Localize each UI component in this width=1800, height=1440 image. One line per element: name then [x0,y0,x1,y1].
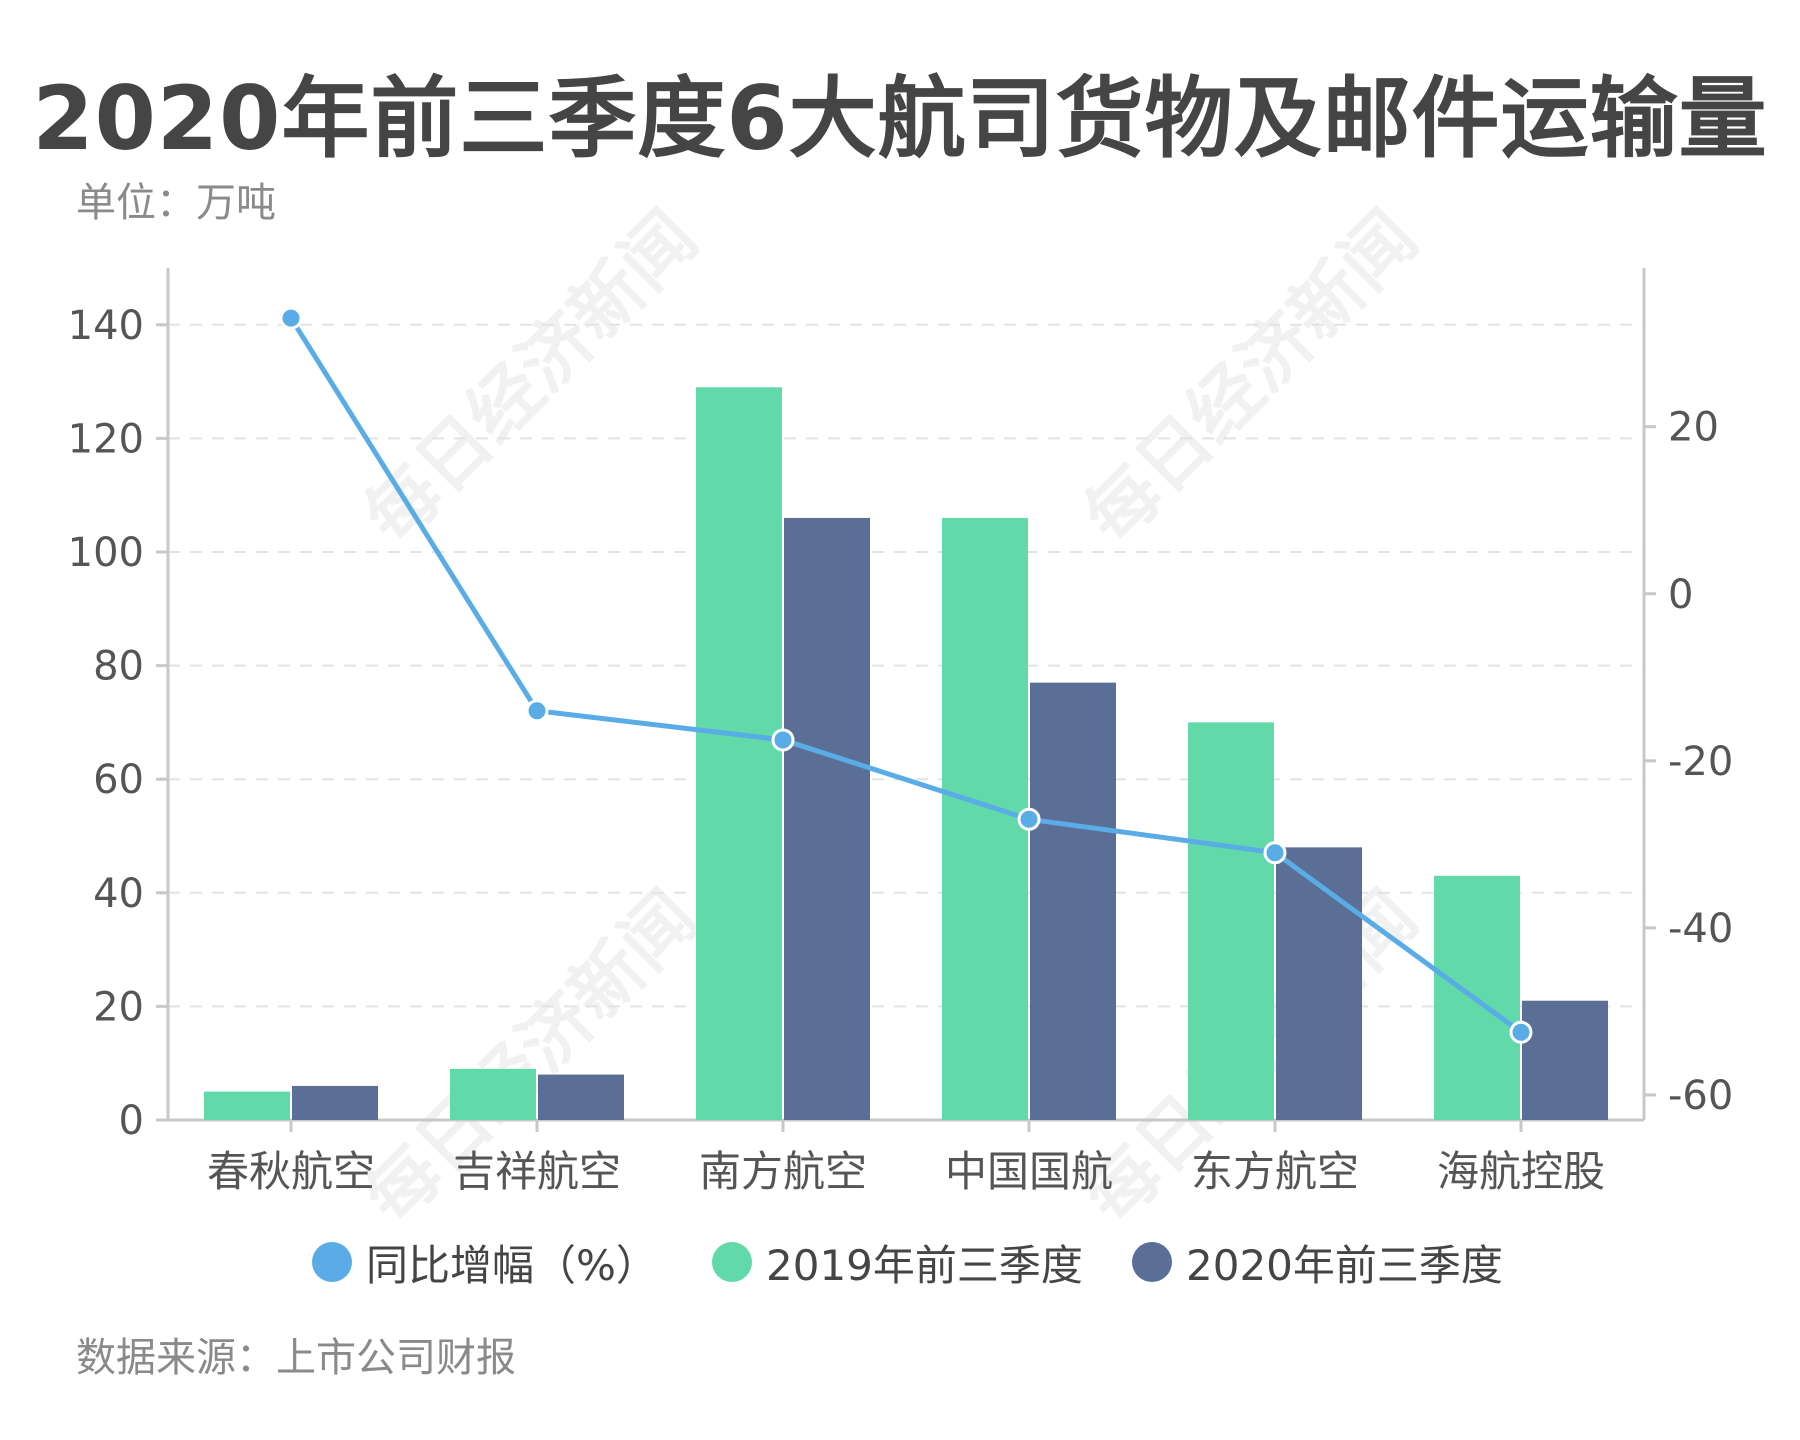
left-tick-label: 20 [93,984,144,1030]
left-tick-label: 0 [119,1098,144,1144]
legend-line-swatch [312,1242,352,1282]
growth-point [525,699,549,723]
x-tick-label: 东方航空 [1191,1147,1359,1196]
right-tick-label: -60 [1668,1073,1733,1119]
growth-line-path [288,316,1523,1035]
data-source: 数据来源：上市公司财报 [76,1335,516,1381]
growth-line [279,306,1533,1044]
legend-line-label: 同比增幅（%） [366,1240,658,1290]
x-tick-label: 中国国航 [945,1147,1113,1196]
legend-2020-swatch [1132,1242,1172,1282]
bar-2019 [942,517,1028,1120]
left-tick-label: 60 [93,757,144,803]
right-tick-label: -20 [1668,739,1733,785]
growth-point [1509,1020,1533,1044]
chart-title: 2020年前三季度6大航司货物及邮件运输量 [32,67,1768,170]
axis-labels: 0 20 40 60 80 100 120 140 -60 -40 -20 0 20 春秋航空 吉祥航空 南方… [68,303,1734,1196]
bars [204,387,1608,1120]
right-tick-label: 0 [1668,572,1693,618]
bar-2020 [1030,682,1116,1120]
legend-2019-swatch [712,1242,752,1282]
bar-2019 [204,1091,290,1120]
left-tick-label: 140 [68,303,144,349]
bar-2020 [538,1074,624,1120]
growth-point [771,728,795,752]
growth-point [1263,841,1287,865]
bar-2020 [1522,1000,1608,1120]
unit-label: 单位：万吨 [76,180,276,226]
legend-item-growth: 同比增幅（%） [312,1230,658,1294]
x-tick-label: 吉祥航空 [453,1147,621,1196]
growth-point [279,306,303,330]
legend-item-2019: 2019年前三季度 [712,1230,1083,1294]
x-tick-label: 春秋航空 [207,1147,375,1196]
bar-2020 [1276,847,1362,1120]
legend-item-2020: 2020年前三季度 [1132,1230,1503,1294]
bar-2019 [696,387,782,1120]
legend-2020-label: 2020年前三季度 [1186,1240,1503,1290]
gridlines [168,323,1644,1008]
left-tick-label: 120 [68,416,144,462]
left-tick-label: 40 [93,871,144,917]
right-tick-label: -40 [1668,906,1733,952]
legend-2019-label: 2019年前三季度 [766,1240,1083,1290]
bar-2019 [1188,722,1274,1120]
growth-point [1017,807,1041,831]
left-tick-label: 80 [93,644,144,690]
bar-2019 [450,1068,536,1120]
x-tick-label: 海航控股 [1437,1147,1605,1196]
bar-2020 [292,1085,378,1120]
x-tick-label: 南方航空 [699,1147,867,1196]
left-tick-label: 100 [68,530,144,576]
legend: 同比增幅（%） 2019年前三季度 2020年前三季度 [0,1230,1800,1294]
axes [156,268,1656,1132]
right-tick-label: 20 [1668,405,1719,451]
bar-2020 [784,517,870,1120]
